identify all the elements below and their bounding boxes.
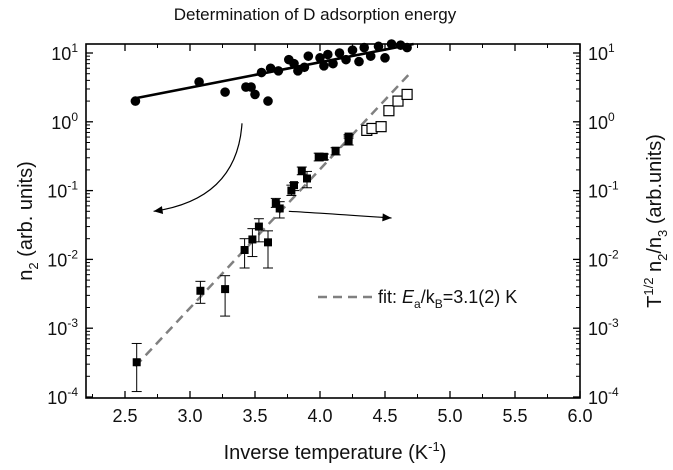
data-point-circle — [365, 51, 376, 61]
y-tick-label: 10-2 — [47, 247, 78, 270]
error-bars — [131, 134, 354, 393]
x-tick-label: 2.5 — [112, 406, 137, 426]
data-point-circle — [315, 53, 325, 63]
y-tick-label-right: 10-4 — [588, 385, 619, 408]
data-point-circle — [323, 49, 333, 60]
x-tick-label: 3.0 — [177, 406, 202, 426]
y-tick-label: 10-3 — [47, 316, 78, 339]
data-point-circle — [263, 96, 273, 106]
data-point-circle — [328, 58, 338, 69]
data-point-open-square — [401, 88, 413, 101]
data-point-open-square — [366, 122, 378, 135]
data-point-circle — [265, 63, 276, 74]
data-point-circle — [402, 42, 412, 53]
y-tick-label-right: 10-3 — [588, 316, 619, 339]
x-tick-label: 5.0 — [437, 406, 462, 426]
data-point-square — [344, 136, 353, 145]
plot-frame — [85, 43, 581, 399]
data-point-square — [240, 245, 249, 254]
y-tick-label: 100 — [51, 110, 78, 133]
x-tick-label: 4.0 — [307, 406, 332, 426]
data-point-square — [275, 204, 284, 213]
data-point-open-square — [383, 105, 395, 117]
data-point-square — [297, 166, 306, 175]
y-tick-label-right: 10-1 — [588, 179, 619, 202]
data-point-circle — [299, 62, 310, 73]
x-tick-label: 4.5 — [372, 406, 397, 426]
data-point-circle — [303, 51, 314, 61]
chart-title: Determination of D adsorption energy — [174, 5, 457, 24]
data-point-circle — [354, 56, 364, 67]
arrow-curve — [153, 123, 243, 212]
data-point-square — [196, 286, 205, 295]
data-point-square — [290, 181, 298, 190]
arrow-curve — [288, 210, 392, 219]
data-point-square — [264, 238, 272, 247]
data-markers — [130, 39, 413, 367]
data-point-circle — [250, 89, 260, 100]
annotation-arrows — [153, 123, 392, 222]
data-point-circle — [273, 66, 284, 76]
data-point-square — [254, 222, 263, 231]
data-point-circle — [246, 82, 256, 92]
arrow-head — [382, 213, 392, 222]
data-point-circle — [347, 45, 358, 55]
data-point-square — [344, 132, 353, 141]
data-point-circle — [319, 61, 329, 71]
x-tick-label: 6.0 — [567, 406, 592, 426]
y-tick-label-right: 100 — [588, 110, 615, 133]
y-axis-right-ticks: 101 100 10-1 10-2 10-3 10-4 — [573, 41, 619, 408]
legend: fit: Ea/kB=3.1(2) K — [318, 287, 517, 311]
y-tick-label: 10-1 — [47, 179, 78, 202]
data-point-open-square — [392, 95, 404, 107]
data-point-square — [287, 186, 296, 195]
fit-line-dashed — [134, 74, 410, 368]
y-tick-label: 101 — [51, 41, 78, 64]
data-point-square — [271, 199, 280, 208]
data-point-circle — [380, 53, 390, 63]
data-point-circle — [220, 87, 230, 97]
data-point-circle — [373, 41, 384, 52]
data-point-square — [248, 235, 257, 244]
data-point-circle — [386, 39, 397, 49]
y-tick-label-right: 101 — [588, 41, 615, 64]
legend-label: fit: Ea/kB=3.1(2) K — [378, 287, 517, 311]
y-tick-label-right: 10-2 — [588, 247, 619, 270]
data-point-square — [303, 174, 311, 183]
data-point-circle — [359, 42, 370, 53]
data-point-square — [221, 285, 230, 294]
data-point-circle — [341, 54, 351, 65]
data-point-circle — [289, 58, 299, 69]
y-axis-left-ticks: 101 100 10-1 10-2 10-3 10-4 — [47, 41, 93, 408]
y-axis-left-label: n2 (arb. units) — [15, 161, 41, 281]
x-axis-label: Inverse temperature (K-1) — [224, 439, 447, 464]
data-point-circle — [130, 96, 141, 106]
data-point-square — [331, 146, 340, 155]
data-point-circle — [256, 67, 267, 78]
data-point-open-square — [375, 121, 387, 133]
x-tick-label: 5.5 — [502, 406, 527, 426]
x-tick-label: 3.5 — [242, 406, 267, 426]
data-point-square — [319, 152, 328, 161]
x-axis-ticks: 2.5 3.0 3.5 4.0 4.5 5.0 5.5 6.0 — [92, 44, 593, 426]
arrow-head — [153, 206, 164, 214]
data-point-square — [132, 358, 141, 367]
data-point-circle — [334, 48, 345, 58]
data-point-square — [314, 152, 323, 161]
y-axis-right-label: T1/2 n2/n3 (arb.units) — [641, 134, 670, 308]
data-point-circle — [194, 77, 204, 87]
y-tick-label: 10-4 — [47, 385, 78, 408]
